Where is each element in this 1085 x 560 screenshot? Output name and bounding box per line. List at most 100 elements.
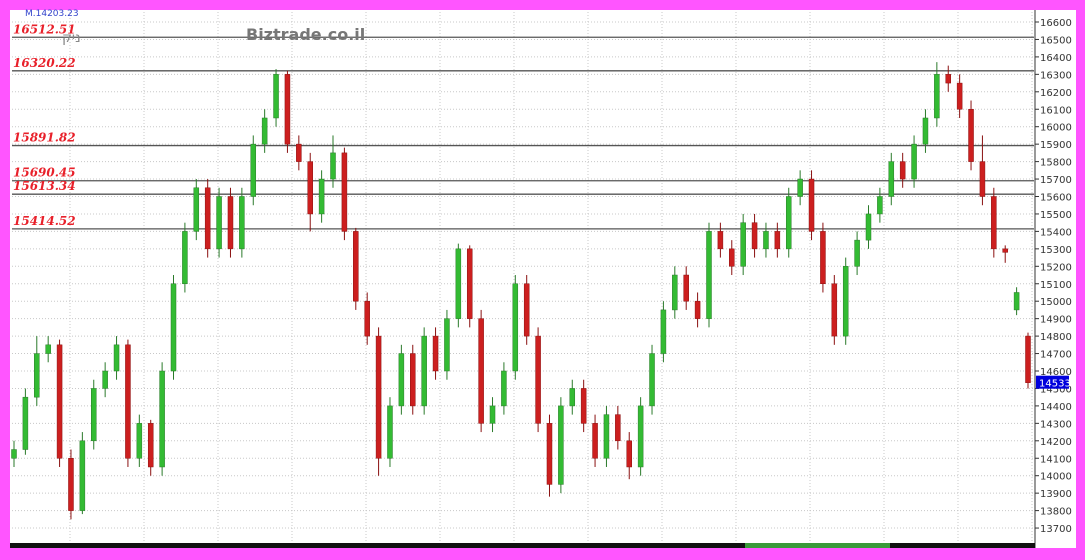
candle-body <box>1013 292 1020 311</box>
candle <box>113 336 120 380</box>
candle <box>615 405 621 450</box>
candle <box>808 170 815 241</box>
y-tick-label: 14100 <box>1040 454 1072 465</box>
y-tick-label: 14600 <box>1040 367 1072 378</box>
y-tick-label: 15300 <box>1040 245 1072 256</box>
candle <box>1025 332 1031 389</box>
candle <box>216 187 222 258</box>
y-tick-label: 13800 <box>1040 507 1072 518</box>
candle <box>774 222 781 258</box>
candle-body <box>387 405 393 459</box>
candle <box>79 432 86 515</box>
candle <box>364 292 370 345</box>
candle-body <box>68 458 74 511</box>
candle-body <box>398 353 405 407</box>
candle-body <box>797 178 803 197</box>
y-axis: 13700 13800 13900 14000 14100 14200 14300 14400… <box>1034 10 1072 548</box>
candle-body <box>91 388 97 442</box>
candle <box>637 397 644 476</box>
level-label: 15891.82 <box>13 131 76 145</box>
candle <box>592 414 598 467</box>
candle-body <box>774 231 781 250</box>
y-tick-label: 15600 <box>1040 193 1072 204</box>
y-tick-label: 13900 <box>1040 489 1072 500</box>
y-tick-label: 14700 <box>1040 350 1072 361</box>
candle <box>182 222 188 293</box>
candle <box>91 379 97 450</box>
y-tick-label: 16100 <box>1040 105 1072 116</box>
candle-body <box>353 231 359 302</box>
candle <box>546 414 553 497</box>
candle <box>672 266 678 319</box>
candle <box>558 397 564 494</box>
candle <box>375 327 382 476</box>
level-label: 16320.22 <box>13 56 76 70</box>
candle-body <box>421 335 427 407</box>
candle <box>307 152 313 232</box>
candle-body <box>729 248 735 267</box>
y-tick-label: 16200 <box>1040 88 1072 99</box>
candle-body <box>307 161 313 215</box>
candle <box>204 179 211 258</box>
candle-body <box>649 353 655 407</box>
y-tick-label: 16400 <box>1040 53 1072 64</box>
candle <box>934 62 940 127</box>
candle <box>227 187 234 258</box>
candle <box>1013 287 1020 316</box>
candle <box>626 432 632 480</box>
candle <box>284 70 291 153</box>
candle-body <box>865 213 872 241</box>
candle-body <box>831 283 838 337</box>
candle <box>125 339 131 467</box>
candle <box>501 362 507 415</box>
candle-body <box>136 423 143 459</box>
candle-body <box>147 423 154 468</box>
candle <box>45 336 51 363</box>
candle-body <box>489 405 496 424</box>
candle-body <box>740 222 746 267</box>
candle <box>341 147 348 241</box>
candle <box>410 344 416 415</box>
candle-body <box>626 440 632 468</box>
candle-body <box>11 449 17 459</box>
candle <box>387 397 393 467</box>
candle-body <box>672 274 678 311</box>
y-tick-label: 15700 <box>1040 175 1072 186</box>
candle-body <box>364 300 370 337</box>
candle <box>250 135 257 206</box>
candle <box>34 336 40 406</box>
candle <box>842 257 849 345</box>
candle <box>478 309 484 433</box>
y-tick-label: 16500 <box>1040 35 1072 46</box>
candle <box>432 327 439 380</box>
candle-body <box>159 370 165 468</box>
candle-body <box>22 396 29 450</box>
candles <box>11 62 1031 520</box>
candle <box>159 362 165 476</box>
candle-body <box>785 196 792 250</box>
candle <box>877 187 883 223</box>
candle-body <box>945 74 951 84</box>
candle <box>922 109 929 153</box>
candle-body <box>239 196 245 250</box>
candle <box>968 100 974 171</box>
candle-body <box>899 161 906 180</box>
candle <box>694 292 701 328</box>
candle-body <box>979 161 986 197</box>
candle <box>261 109 268 153</box>
candle-body <box>592 423 598 459</box>
candle <box>660 301 667 363</box>
candle-body <box>102 370 108 389</box>
candle-body <box>478 318 484 424</box>
y-tick-label: 15100 <box>1040 280 1072 291</box>
y-tick-label: 15800 <box>1040 158 1072 169</box>
candle <box>273 69 279 127</box>
candle <box>865 205 872 249</box>
y-tick-label: 15000 <box>1040 297 1072 308</box>
watermark: Biztrade.co.il <box>246 25 365 44</box>
candle-body <box>558 405 564 485</box>
candle-body <box>341 152 348 232</box>
candle <box>296 135 302 171</box>
x-axis-range-highlight <box>745 543 890 548</box>
candle-body <box>375 335 382 459</box>
